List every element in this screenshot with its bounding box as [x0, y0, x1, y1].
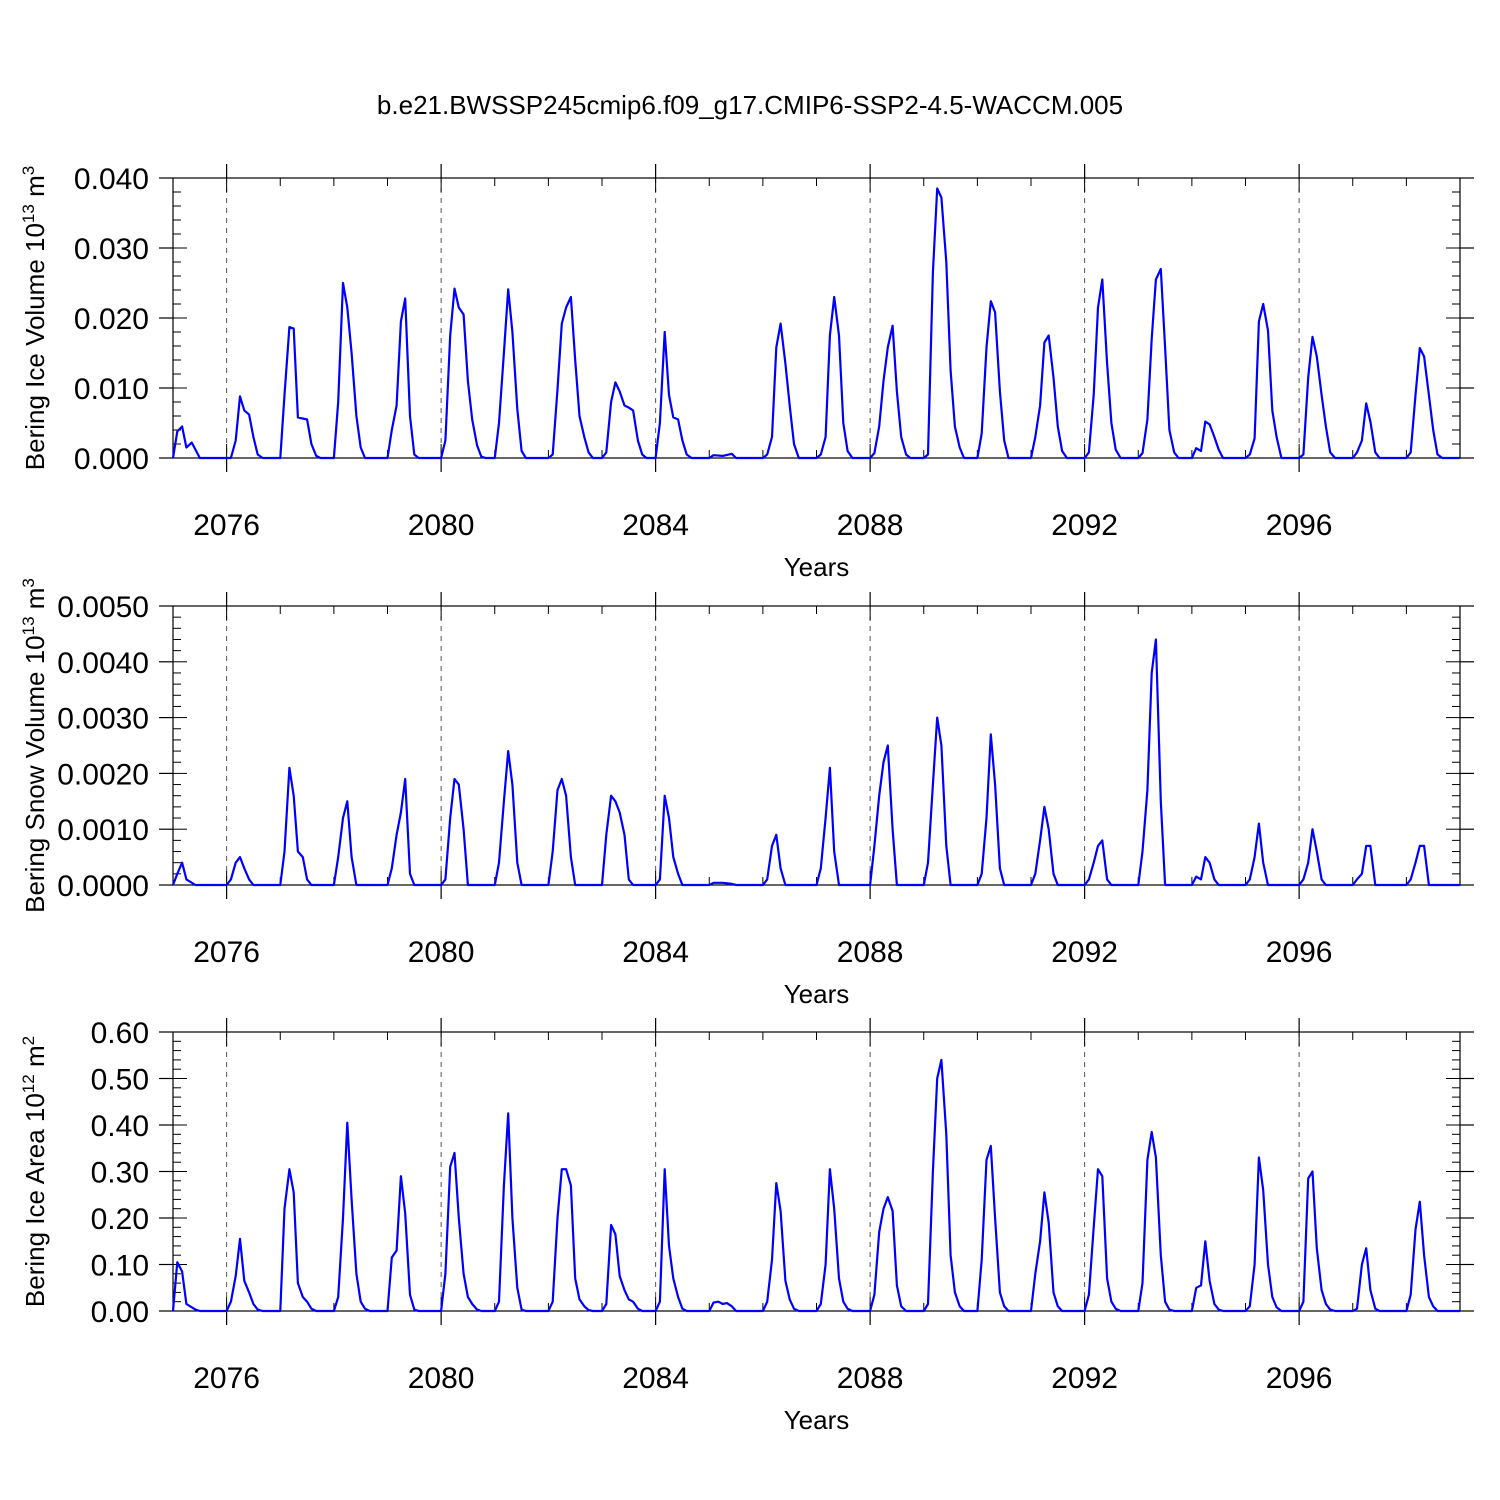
chart-1-series-line	[171, 638, 1460, 887]
chart-1-ytick-label: 0.0020	[57, 758, 149, 791]
chart-1-xtick-label: 2080	[408, 936, 475, 969]
chart-1-xlabel: Years	[784, 979, 850, 1009]
chart-2-ytick-label: 0.30	[91, 1157, 149, 1190]
chart-1-ytick-label: 0.0000	[57, 870, 149, 903]
panel-snow-volume: 0.0000 0.0010 0.0020 0.0030 0.0040 0.0050 2076…	[19, 578, 1474, 1009]
chart-title: b.e21.BWSSP245cmip6.f09_g17.CMIP6-SSP2-4…	[377, 90, 1123, 120]
chart-2-ytick-label: 0.10	[91, 1250, 149, 1283]
chart-2-ytick-label: 0.60	[91, 1017, 149, 1050]
chart-0-xtick-label: 2076	[193, 509, 260, 542]
chart-0-xtick-label: 2080	[408, 509, 475, 542]
chart-2-series-line	[171, 1058, 1460, 1313]
chart-0-frame	[172, 177, 1461, 459]
chart-2-ytick-label: 0.40	[91, 1110, 149, 1143]
chart-2-xtick-label: 2080	[408, 1362, 475, 1395]
chart-2-ytick-label: 0.00	[91, 1296, 149, 1329]
chart-2-xtick-label: 2076	[193, 1362, 260, 1395]
chart-0-ytick-label: 0.040	[74, 163, 149, 196]
chart-0-series-line	[171, 187, 1460, 460]
chart-0-ytick-label: 0.020	[74, 303, 149, 336]
chart-1-ytick-label: 0.0030	[57, 703, 149, 736]
chart-0-ytick-label: 0.010	[74, 373, 149, 406]
chart-1-xtick-label: 2096	[1266, 936, 1333, 969]
chart-1-frame	[172, 605, 1461, 886]
chart-0-ytick-label: 0.000	[74, 443, 149, 476]
chart-0-ylabel: Bering Ice Volume 1013 m3	[19, 166, 50, 470]
chart-2-ytick-label: 0.50	[91, 1064, 149, 1097]
chart-0-xtick-label: 2084	[622, 509, 689, 542]
chart-1-ylabel: Bering Snow Volume 1013 m3	[19, 578, 50, 913]
chart-2-ytick-label: 0.20	[91, 1203, 149, 1236]
chart-1-ytick-label: 0.0040	[57, 647, 149, 680]
chart-2-frame	[172, 1031, 1461, 1312]
chart-2-ylabel: Bering Ice Area 1012 m2	[19, 1036, 50, 1307]
chart-2-xtick-label: 2084	[622, 1362, 689, 1395]
chart-2-xtick-label: 2088	[837, 1362, 904, 1395]
chart-0-xtick-label: 2088	[837, 509, 904, 542]
chart-1-xtick-label: 2092	[1051, 936, 1118, 969]
chart-0-xlabel: Years	[784, 552, 850, 582]
chart-0-ytick-label: 0.030	[74, 233, 149, 266]
chart-2-xtick-label: 2092	[1051, 1362, 1118, 1395]
chart-1-xtick-label: 2088	[837, 936, 904, 969]
chart-1-ytick-label: 0.0050	[57, 591, 149, 624]
chart-1-xtick-label: 2084	[622, 936, 689, 969]
panel-ice-volume: 0.000 0.010 0.020 0.030 0.040 2076 2080 2084 208…	[19, 163, 1474, 582]
chart-1-ytick-label: 0.0010	[57, 814, 149, 847]
chart-0-xtick-label: 2096	[1266, 509, 1333, 542]
chart-0-xtick-label: 2092	[1051, 509, 1118, 542]
panel-ice-area: 0.00 0.10 0.20 0.30 0.40 0.50 0.60 2076 2080 2084…	[19, 1017, 1474, 1435]
chart-1-xtick-label: 2076	[193, 936, 260, 969]
chart-2-xlabel: Years	[784, 1405, 850, 1435]
chart-2-xtick-label: 2096	[1266, 1362, 1333, 1395]
